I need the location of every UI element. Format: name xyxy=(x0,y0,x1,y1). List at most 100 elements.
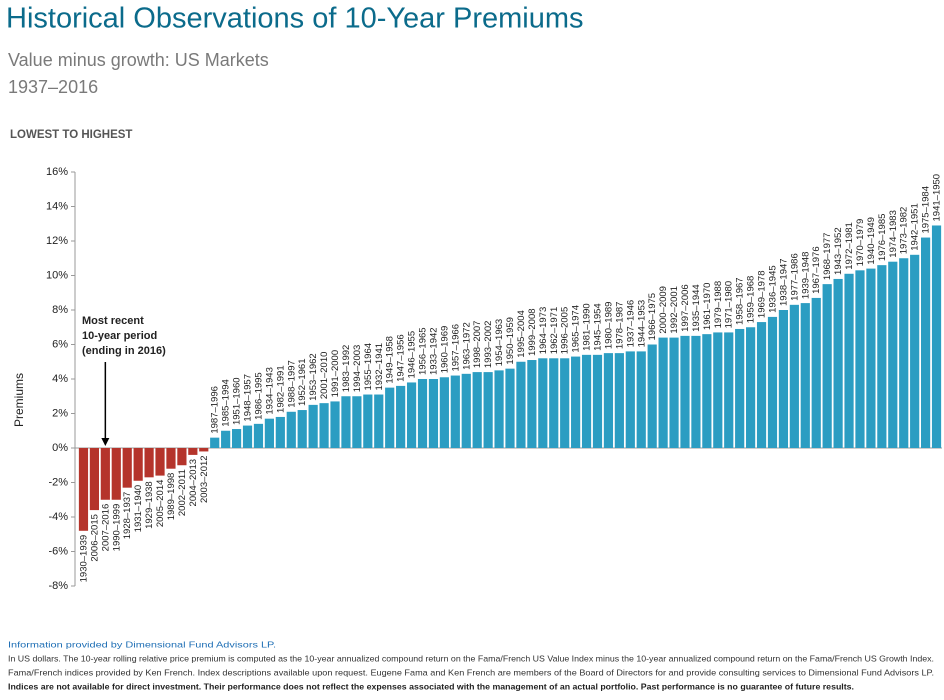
chart-title: Historical Observations of 10-Year Premi… xyxy=(6,3,584,35)
category-label: 1970–1979 xyxy=(855,219,866,267)
category-label: 1961–1970 xyxy=(702,283,713,331)
y-tick-label: 0% xyxy=(52,442,68,454)
bar xyxy=(494,370,504,448)
bar xyxy=(417,379,428,448)
bar xyxy=(89,448,99,511)
bar xyxy=(691,335,701,448)
subtitle: 1937–2016 xyxy=(8,77,98,97)
bar xyxy=(767,316,778,448)
bar xyxy=(352,396,362,448)
bar xyxy=(571,356,581,448)
bar xyxy=(439,377,449,448)
bar xyxy=(472,372,482,448)
category-label: 1971–1980 xyxy=(724,281,735,329)
category-label: 1983–1992 xyxy=(341,345,352,393)
bar xyxy=(155,448,165,476)
category-label: 1951–1960 xyxy=(232,377,243,425)
category-label: 1972–1981 xyxy=(844,222,855,270)
category-label: 1976–1985 xyxy=(877,214,888,262)
bar xyxy=(855,270,865,448)
bar xyxy=(735,328,745,448)
bar xyxy=(680,335,690,448)
category-label: 1965–1974 xyxy=(571,305,582,353)
bar xyxy=(231,429,242,448)
category-label: 1958–1967 xyxy=(735,277,746,325)
category-label: 1955–1964 xyxy=(363,343,374,391)
category-label: 1985–1994 xyxy=(221,379,232,427)
category-label: 1977–1986 xyxy=(789,253,800,301)
annotation: Most recent xyxy=(82,315,144,327)
category-label: 1992–2001 xyxy=(669,286,680,334)
bar xyxy=(844,273,854,448)
y-tick-label: 16% xyxy=(46,166,68,178)
category-label: 1939–1948 xyxy=(800,252,811,300)
bar xyxy=(461,373,471,448)
category-label: 2007–2016 xyxy=(100,504,111,552)
category-label: 1991–2000 xyxy=(330,350,341,398)
category-label: 1966–1975 xyxy=(647,293,658,341)
category-label: 1934–1943 xyxy=(264,367,275,415)
category-label: 1938–1947 xyxy=(778,258,789,306)
category-label: 1982–1991 xyxy=(275,365,286,413)
category-label: 1953–1962 xyxy=(308,353,319,401)
bar xyxy=(221,430,231,448)
subtitle: Value minus growth: US Markets xyxy=(8,50,269,70)
bar xyxy=(341,396,351,448)
bar xyxy=(111,448,121,500)
y-tick-label: 12% xyxy=(46,235,68,247)
bar xyxy=(275,416,285,448)
category-label: 1954–1963 xyxy=(494,319,505,367)
note: In US dollars. The 10-year rolling relat… xyxy=(8,653,934,663)
category-label: 1946–1955 xyxy=(407,331,418,379)
category-label: 1967–1976 xyxy=(811,246,822,294)
y-tick-label: 8% xyxy=(52,304,68,316)
y-tick-label: -4% xyxy=(48,511,68,523)
category-label: 1962–1971 xyxy=(549,307,560,355)
bar xyxy=(866,268,876,448)
category-label: 1981–1990 xyxy=(582,303,593,351)
bar xyxy=(166,448,176,469)
category-label: 1994–2003 xyxy=(352,345,363,393)
bar xyxy=(899,258,909,448)
category-label: 2002–2011 xyxy=(177,469,188,516)
bar xyxy=(811,297,821,448)
category-label: 1931–1940 xyxy=(133,485,144,533)
category-label: 1959–1968 xyxy=(746,276,757,324)
category-label: 1996–2005 xyxy=(560,307,571,355)
bar xyxy=(888,261,898,448)
category-label: 1969–1978 xyxy=(757,271,768,319)
bar xyxy=(286,411,296,448)
category-label: 2003–2012 xyxy=(199,455,210,503)
category-label: 1945–1954 xyxy=(593,303,604,351)
bar xyxy=(253,423,264,448)
category-label: 1968–1977 xyxy=(822,233,833,281)
bar xyxy=(581,354,592,448)
bar xyxy=(603,353,614,448)
bar xyxy=(450,375,460,448)
category-label: 1956–1965 xyxy=(418,327,429,375)
section-label: LOWEST TO HIGHEST xyxy=(10,129,132,141)
note: Fama/French indices provided by Ken Fren… xyxy=(8,667,934,677)
bar xyxy=(800,303,810,448)
bar xyxy=(560,358,570,448)
category-label: 1998–2007 xyxy=(472,321,483,369)
category-label: 1943–1952 xyxy=(833,227,844,275)
category-label: 1975–1984 xyxy=(921,186,932,234)
category-label: 2000–2009 xyxy=(658,286,669,334)
bar xyxy=(702,334,712,448)
bar xyxy=(122,448,132,488)
bar xyxy=(724,332,734,448)
annotation: 10-year period xyxy=(82,330,157,342)
bar xyxy=(877,265,887,448)
y-tick-label: -2% xyxy=(48,476,68,488)
bar xyxy=(778,310,789,448)
category-label: 1990–1999 xyxy=(111,504,122,552)
bar xyxy=(264,418,274,448)
bar xyxy=(625,351,635,448)
bar xyxy=(833,278,843,448)
y-tick-label: 2% xyxy=(52,407,68,419)
category-label: 1987–1996 xyxy=(210,386,221,434)
category-label: 1986–1995 xyxy=(253,372,264,420)
source: Information provided by Dimensional Fund… xyxy=(8,639,276,649)
